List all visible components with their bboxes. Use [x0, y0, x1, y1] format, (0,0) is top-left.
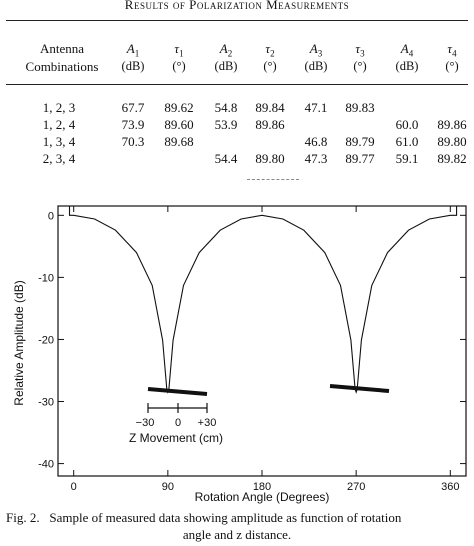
column-unit-8: (°) — [445, 59, 459, 73]
table-top-rule — [6, 20, 468, 21]
table-cell: 89.82 — [437, 151, 467, 166]
header-combinations: Combinations — [25, 59, 99, 74]
column-header-7: A4 — [400, 41, 414, 59]
y-tick-label: -20 — [38, 334, 54, 346]
x-axis: 0 90 180 270 360 — [71, 206, 459, 493]
table-cell: 89.83 — [345, 100, 375, 115]
y-tick-label: -40 — [38, 459, 54, 471]
column-unit-2: (°) — [172, 59, 186, 73]
table-cell: 89.79 — [345, 134, 375, 149]
x-tick-label: 360 — [441, 481, 459, 493]
table-cell: 59.1 — [395, 151, 419, 166]
column-header-3: A2 — [219, 41, 233, 59]
table-cell: 89.62 — [164, 100, 194, 115]
z-movement-inset: −30 0 +30 Z Movement (cm) — [129, 403, 223, 445]
column-unit-3: (dB) — [214, 59, 238, 73]
column-header-8: τ4 — [447, 41, 457, 59]
column-header-4: τ2 — [265, 41, 275, 59]
column-unit-4: (°) — [263, 59, 277, 73]
inset-tick-label-zero: 0 — [175, 417, 181, 429]
column-unit-7: (dB) — [395, 59, 419, 73]
table-row-label: 1, 3, 4 — [42, 134, 76, 149]
table-row-label: 2, 3, 4 — [42, 151, 76, 166]
column-unit-1: (dB) — [121, 59, 145, 73]
table-cell: 89.84 — [255, 100, 285, 115]
table-cell: 89.77 — [345, 151, 375, 166]
y-tick-label: -10 — [38, 272, 54, 284]
column-header-1: A1 — [126, 41, 140, 59]
column-unit-5: (dB) — [304, 59, 328, 73]
table-cell: 60.0 — [395, 117, 419, 132]
table-cell: 47.1 — [304, 100, 328, 115]
x-tick-label: 180 — [253, 481, 271, 493]
table-cell: 89.68 — [164, 134, 194, 149]
table-row-label: 1, 2, 3 — [42, 100, 76, 115]
column-header-6: τ3 — [355, 41, 365, 59]
y-tick-label: 0 — [48, 210, 54, 222]
y-tick-label: -30 — [38, 397, 54, 409]
column-header-2: τ1 — [174, 41, 184, 59]
table-cell: 53.9 — [214, 117, 238, 132]
caption-line2: angle and z distance. — [182, 527, 292, 542]
table-cell: 67.7 — [121, 100, 145, 115]
table-cell: 89.80 — [255, 151, 285, 166]
z-scan-bar-1 — [147, 387, 208, 396]
table-cell: 73.9 — [121, 117, 145, 132]
caption-line1: Sample of measured data showing amplitud… — [49, 510, 402, 525]
table-cell: 46.8 — [304, 134, 328, 149]
table-cell: 89.80 — [437, 134, 467, 149]
column-unit-6: (°) — [353, 59, 367, 73]
table-cell: 89.60 — [164, 117, 194, 132]
x-tick-label: 0 — [71, 481, 77, 493]
table-cell: 47.3 — [304, 151, 328, 166]
inset-tick-label-minus30: −30 — [136, 417, 155, 429]
header-antenna: Antenna — [39, 41, 85, 56]
x-tick-label: 90 — [162, 481, 174, 493]
y-axis: 0 -10 -20 -30 -40 — [38, 210, 466, 471]
table-header-rule — [6, 84, 468, 85]
column-header-5: A3 — [309, 41, 323, 59]
table-cell: 89.86 — [255, 117, 285, 132]
y-axis-title: Relative Amplitude (dB) — [12, 280, 26, 405]
table-cell: 70.3 — [121, 134, 145, 149]
table-cell: 54.8 — [214, 100, 238, 115]
inset-tick-label-plus30: +30 — [198, 417, 217, 429]
table-cell: 89.86 — [437, 117, 467, 132]
table-row-label: 1, 2, 4 — [42, 117, 76, 132]
table-title: Results of Polarization Measurements — [124, 0, 350, 12]
caption-label: Fig. 2. — [6, 510, 40, 525]
table-cell: 61.0 — [395, 134, 419, 149]
x-axis-title: Rotation Angle (Degrees) — [195, 490, 330, 504]
amplitude-curve — [68, 206, 458, 394]
figure-caption: Fig. 2. Sample of measured data showing … — [6, 509, 468, 543]
plot-frame — [57, 205, 467, 477]
table-end-rule — [247, 179, 299, 180]
z-scan-bar-2 — [329, 384, 390, 393]
inset-label: Z Movement (cm) — [129, 431, 223, 445]
x-tick-label: 270 — [347, 481, 365, 493]
table-cell: 54.4 — [214, 151, 238, 166]
